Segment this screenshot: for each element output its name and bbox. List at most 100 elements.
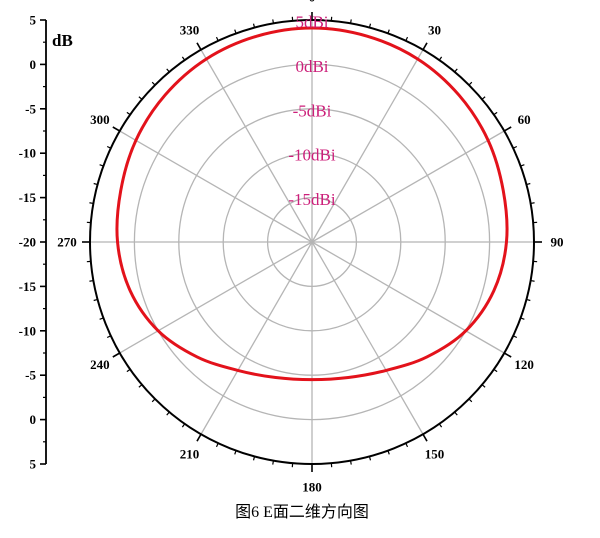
- radial-axis-tick-label: -20: [19, 235, 36, 250]
- angle-minor-tick: [493, 111, 498, 116]
- angle-tick-label: 150: [425, 447, 445, 462]
- angle-minor-tick: [272, 19, 275, 24]
- angle-minor-tick: [215, 442, 219, 448]
- angle-minor-tick: [151, 81, 156, 86]
- grid-spoke: [311, 241, 505, 354]
- angle-minor-tick: [349, 19, 352, 24]
- angle-tick-label: 330: [180, 22, 200, 37]
- angle-minor-tick: [126, 368, 131, 373]
- angle-minor-tick: [468, 81, 473, 86]
- grid-spoke: [311, 130, 505, 243]
- radial-axis-tick-label: -5: [25, 101, 36, 116]
- angle-minor-tick: [181, 56, 186, 61]
- angle-major-tick: [422, 433, 428, 442]
- radial-axis-tick-label: 0: [30, 412, 37, 427]
- angle-minor-tick: [89, 202, 94, 205]
- radial-axis-tick-label: -10: [19, 323, 36, 338]
- radial-axis-tick-label: -15: [19, 279, 37, 294]
- polar-grid: [90, 20, 534, 464]
- angle-tick-label: 120: [514, 357, 534, 372]
- angle-minor-tick: [272, 460, 275, 465]
- angle-minor-tick: [493, 368, 498, 373]
- angle-minor-tick: [387, 29, 390, 34]
- pattern-trace: [115, 26, 509, 382]
- angle-minor-tick: [387, 450, 390, 455]
- angle-minor-tick: [530, 279, 535, 282]
- angle-minor-tick: [234, 450, 237, 455]
- angle-minor-tick: [99, 164, 104, 167]
- grid-spoke: [119, 130, 313, 243]
- angle-minor-tick: [438, 423, 443, 428]
- radial-axis-tick-label: -15: [19, 190, 37, 205]
- angle-minor-tick: [166, 68, 170, 73]
- angle-minor-tick: [481, 384, 486, 388]
- angle-minor-tick: [405, 442, 409, 448]
- radial-axis-tick-label: 0: [30, 57, 37, 72]
- angle-major-tick: [112, 126, 121, 132]
- angle-minor-tick: [526, 182, 531, 186]
- grid-spoke: [119, 241, 313, 354]
- angle-major-tick: [196, 433, 202, 442]
- angle-major-tick: [422, 42, 428, 51]
- angle-minor-tick: [438, 56, 443, 61]
- angle-label-layer: 0 30 60 90 120 150 180 210 240 270 300 330: [57, 0, 563, 495]
- pattern-trace-layer: [115, 26, 509, 382]
- angle-minor-tick: [481, 96, 486, 100]
- angle-minor-tick: [512, 335, 518, 339]
- angle-minor-tick: [368, 23, 372, 28]
- grid-spoke: [200, 49, 313, 243]
- angle-tick-label: 300: [90, 112, 110, 127]
- angle-minor-tick: [138, 96, 143, 100]
- ring-value-label: -5dBi: [293, 101, 332, 120]
- angle-tick-label: 30: [428, 22, 441, 37]
- grid-spoke: [311, 49, 424, 243]
- radial-axis-tick-label: -5: [25, 368, 36, 383]
- angle-minor-tick: [520, 317, 525, 320]
- angle-minor-tick: [368, 456, 372, 461]
- angle-tick-label: 90: [551, 235, 564, 250]
- angle-minor-tick: [93, 298, 98, 302]
- angle-minor-tick: [252, 23, 256, 28]
- angle-minor-tick: [215, 36, 219, 42]
- angle-minor-tick: [526, 298, 531, 302]
- radial-axis-tick-label: 5: [30, 457, 37, 472]
- angle-minor-tick: [520, 164, 525, 167]
- angle-tick-label: 270: [57, 235, 77, 250]
- angle-minor-tick: [405, 36, 409, 42]
- radial-axis-tick-label: -10: [19, 146, 36, 161]
- angle-major-tick: [503, 352, 512, 358]
- angle-minor-tick: [151, 398, 156, 403]
- angle-minor-tick: [89, 279, 94, 282]
- angle-minor-tick: [252, 456, 256, 461]
- angle-minor-tick: [468, 398, 473, 403]
- unit-label: dB: [52, 31, 73, 50]
- angle-major-tick: [196, 42, 202, 51]
- angle-minor-tick: [106, 145, 112, 149]
- angle-tick-label: 60: [518, 112, 531, 127]
- angle-minor-tick: [138, 384, 143, 388]
- grid-spoke: [200, 241, 313, 435]
- angle-minor-tick: [454, 411, 458, 416]
- ring-value-label: -10dBi: [288, 146, 336, 165]
- angle-minor-tick: [234, 29, 237, 34]
- angle-major-tick: [112, 352, 121, 358]
- angle-minor-tick: [454, 68, 458, 73]
- angle-tick-label: 0: [309, 0, 316, 5]
- angle-minor-tick: [530, 202, 535, 205]
- outer-angle-axis: [82, 12, 542, 472]
- ring-value-label: 0dBi: [295, 57, 328, 76]
- angle-minor-tick: [349, 460, 352, 465]
- angle-minor-tick: [99, 317, 104, 320]
- grid-spoke: [311, 241, 424, 435]
- ring-label-layer: 5dBi 0dBi -5dBi -10dBi -15dBi: [288, 13, 336, 210]
- figure-caption: 图6 E面二维方向图: [235, 503, 369, 521]
- angle-minor-tick: [93, 182, 98, 186]
- angle-minor-tick: [166, 411, 170, 416]
- angle-major-tick: [503, 126, 512, 132]
- ring-value-label: 5dBi: [295, 13, 328, 32]
- angle-tick-label: 180: [302, 480, 322, 495]
- angle-minor-tick: [126, 111, 131, 116]
- radial-axis-tick-label: 5: [30, 13, 37, 28]
- angle-minor-tick: [181, 423, 186, 428]
